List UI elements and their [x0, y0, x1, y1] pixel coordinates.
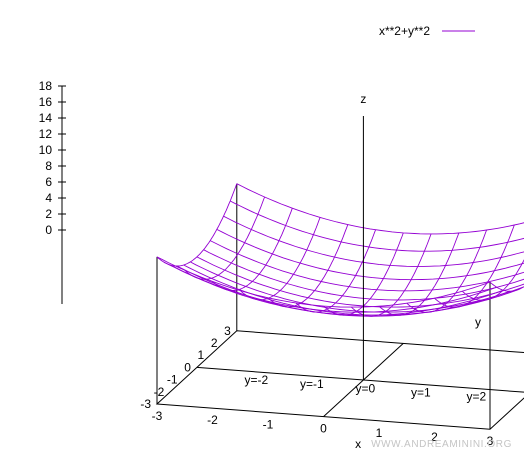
grid-line-label: y=1 — [411, 386, 431, 400]
mesh-line-y — [190, 261, 524, 313]
mesh-line-y — [216, 228, 524, 281]
x-tick-label: 0 — [320, 422, 327, 436]
grid-line-label: y=-2 — [244, 373, 268, 387]
legend-entry-label: x**2+y**2 — [379, 24, 430, 38]
y-axis-label: y — [475, 315, 481, 329]
z-tick-label: 6 — [45, 175, 52, 189]
z-tick-label: 2 — [45, 207, 52, 221]
surface-mesh — [156, 183, 524, 317]
y-tick-label: -3 — [140, 397, 151, 411]
mesh-line-y — [223, 215, 524, 267]
x-tick-label: -2 — [207, 413, 218, 427]
x-tick-label: 1 — [376, 426, 383, 440]
legend: x**2+y**2 — [379, 24, 475, 38]
x-tick-label: -3 — [152, 409, 163, 423]
mesh-line-y — [183, 264, 517, 316]
mesh-line-x — [184, 196, 266, 280]
y-tick-label: -1 — [167, 373, 178, 387]
y-tick-label: 3 — [224, 324, 231, 338]
z-axis: z — [360, 92, 366, 380]
mesh-line-y — [236, 183, 524, 235]
grid-line-label: y=2 — [466, 390, 486, 404]
base-box-outline — [155, 330, 524, 430]
mesh-line-y — [203, 249, 524, 301]
z-tick-label: 0 — [45, 223, 52, 237]
z-tick-label: 14 — [39, 111, 53, 125]
mesh-line-y — [163, 261, 497, 313]
y-tick-label: 1 — [198, 348, 205, 362]
x-axis-label: x — [355, 437, 361, 451]
z-tick-label: 16 — [39, 95, 53, 109]
x-tick-label: 3 — [487, 434, 494, 448]
z-tick-label: 10 — [39, 143, 53, 157]
grid-line-label: y=-1 — [300, 377, 324, 391]
y-tick-label: 2 — [211, 336, 218, 350]
z-tick-label: 8 — [45, 159, 52, 173]
mesh-line-y — [229, 200, 524, 252]
x-tick-label: -1 — [263, 417, 274, 431]
z-tick-label: 4 — [45, 191, 52, 205]
z-tick-label: 18 — [39, 79, 53, 93]
mesh-line-x — [156, 183, 238, 267]
y-tick-label: 0 — [184, 360, 191, 374]
z-tick-label: 12 — [39, 127, 53, 141]
grid-line-label: y=0 — [355, 381, 375, 395]
y-tick-label: -2 — [154, 385, 165, 399]
mesh-line-y — [209, 240, 524, 292]
x-tick-label: 2 — [431, 430, 438, 444]
watermark: WWW.ANDREAMININI.ORG — [371, 439, 512, 450]
z-axis-label: z — [360, 92, 366, 106]
mesh-line-x — [489, 281, 524, 292]
